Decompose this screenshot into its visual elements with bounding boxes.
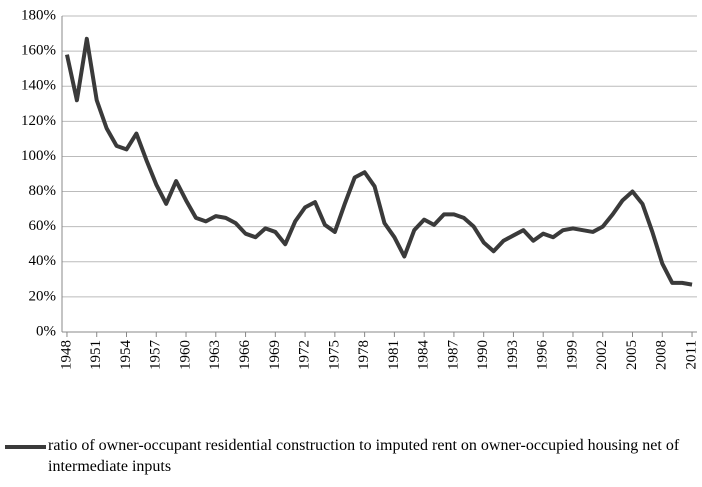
y-tick-label: 60% <box>29 218 57 234</box>
x-tick-label: 2011 <box>683 340 699 369</box>
x-tick-label: 1966 <box>237 340 253 371</box>
x-tick-label: 1981 <box>386 340 402 370</box>
x-tick-label: 1954 <box>118 340 134 371</box>
x-tick-label: 1963 <box>207 340 223 370</box>
x-tick-label: 1948 <box>58 340 74 370</box>
x-tick-label: 2008 <box>654 340 670 370</box>
x-tick-label: 1972 <box>297 340 313 370</box>
x-tick-label: 1987 <box>445 340 461 371</box>
x-tick-label: 1990 <box>475 340 491 370</box>
x-tick-label: 1960 <box>177 340 193 370</box>
x-tick-label: 1984 <box>416 340 432 371</box>
x-tick-label: 1951 <box>88 340 104 370</box>
data-line <box>65 36 693 287</box>
x-tick-label: 1996 <box>535 340 551 371</box>
y-tick-label: 160% <box>21 43 56 59</box>
y-tick-label: 140% <box>21 78 56 94</box>
x-tick-label: 1993 <box>505 340 521 370</box>
x-tick-label: 2002 <box>594 340 610 370</box>
x-tick-label: 1969 <box>267 340 283 370</box>
legend-label: ratio of owner-occupant residential cons… <box>48 437 680 475</box>
y-tick-label: 40% <box>29 253 57 269</box>
y-tick-label: 20% <box>29 288 57 304</box>
x-tick-label: 2005 <box>624 340 640 370</box>
y-tick-label: 100% <box>21 148 56 164</box>
x-tick-label: 1978 <box>356 340 372 370</box>
x-tick-label: 1957 <box>148 340 164 371</box>
y-tick-label: 180% <box>21 7 56 23</box>
y-tick-label: 80% <box>29 183 57 199</box>
x-tick-label: 1975 <box>326 340 342 370</box>
x-tick-label: 1999 <box>564 340 580 370</box>
y-tick-label: 0% <box>36 323 56 339</box>
y-tick-label: 120% <box>21 113 56 129</box>
